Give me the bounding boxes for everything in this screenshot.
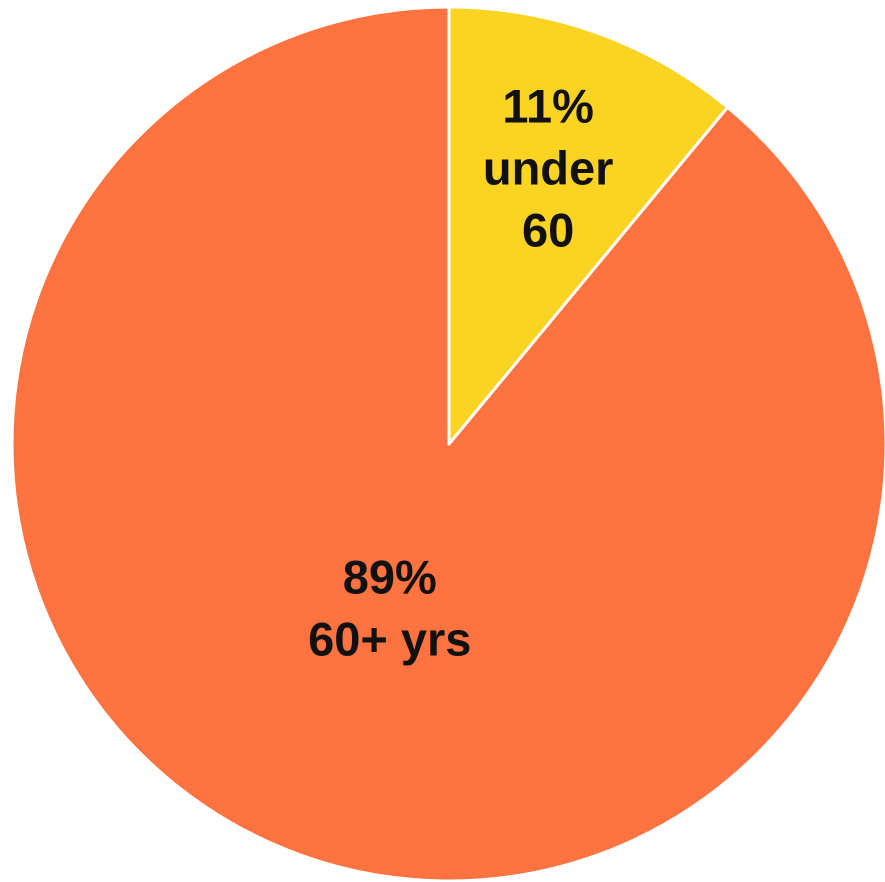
slices-layer [10,5,885,882]
slice-label-line: 11% [502,80,593,133]
slice-label-line: 60+ yrs [308,612,471,665]
labels-layer: 89% 60+ yrs 11% under 60 [308,80,613,666]
slice-label-under-60: 11% under 60 [483,80,614,257]
slice-label-line: 89% [343,550,437,603]
slice-label-60-yrs: 89% 60+ yrs [308,550,471,665]
slice-label-line: 60 [522,204,574,257]
slice-label-line: under [483,142,614,195]
pie-slice-under-60 [447,5,730,446]
